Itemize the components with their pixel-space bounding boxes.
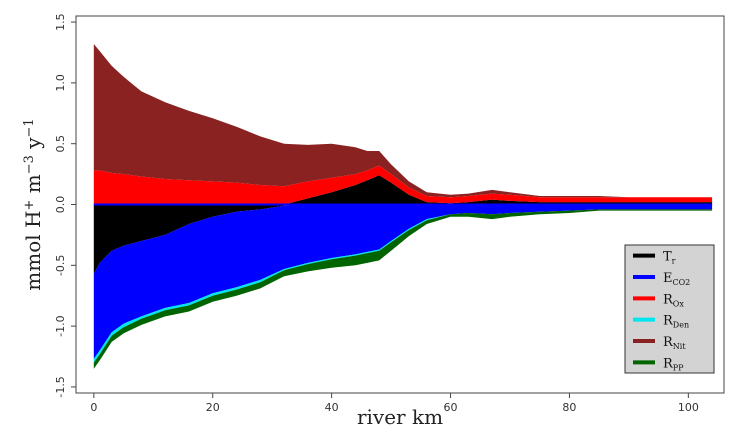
y-axis-title: mmol H+ m−3 y−1 <box>21 118 45 290</box>
x-tick-label-20: 20 <box>206 401 220 414</box>
y-title-sup2: −3 <box>22 155 37 174</box>
y-title-base: mmol H <box>21 211 45 291</box>
legend-label-2: ROx <box>663 292 684 308</box>
area-positive-tr <box>93 175 713 205</box>
y-tick-label-1: -1.0 <box>54 315 67 336</box>
area-negative-eco2 <box>93 204 713 359</box>
area-positive-rox <box>93 165 713 205</box>
legend-label-4: RNit <box>663 335 686 351</box>
y-title-mid2: y <box>21 137 45 155</box>
x-tick-label-100: 100 <box>678 401 699 414</box>
y-axis: -1.5 -1.0 -0.5 0.0 0.5 1.0 1.5 <box>54 13 76 398</box>
y-tick-label-4: 0.5 <box>54 135 67 153</box>
y-title-mid: m <box>21 174 45 199</box>
y-title-sup3: −1 <box>22 118 37 137</box>
stacked-areas <box>93 44 713 369</box>
x-axis-title: river km <box>357 405 443 429</box>
y-tick-label-5: 1.0 <box>54 74 67 92</box>
area-positive-rnit <box>93 44 713 198</box>
legend: Tr ECO2 ROx RDen RNit RPP <box>624 244 715 374</box>
x-axis: 0 20 40 60 80 100 <box>90 393 699 414</box>
x-tick-label-60: 60 <box>444 401 458 414</box>
legend-label-0: Tr <box>663 250 676 266</box>
legend-label-5: RPP <box>663 356 684 372</box>
legend-box <box>624 244 715 374</box>
x-tick-label-0: 0 <box>90 401 97 414</box>
y-tick-label-3: 0.0 <box>54 196 67 214</box>
legend-label-1: ECO2 <box>663 271 690 287</box>
area-negative-tr <box>93 204 713 274</box>
y-title-sup1: + <box>22 200 37 211</box>
y-tick-label-6: 1.5 <box>54 13 67 31</box>
y-tick-label-0: -1.5 <box>54 376 67 397</box>
x-tick-label-80: 80 <box>562 401 576 414</box>
legend-label-3: RDen <box>663 314 689 330</box>
y-tick-label-2: -0.5 <box>54 255 67 276</box>
x-tick-label-40: 40 <box>325 401 339 414</box>
